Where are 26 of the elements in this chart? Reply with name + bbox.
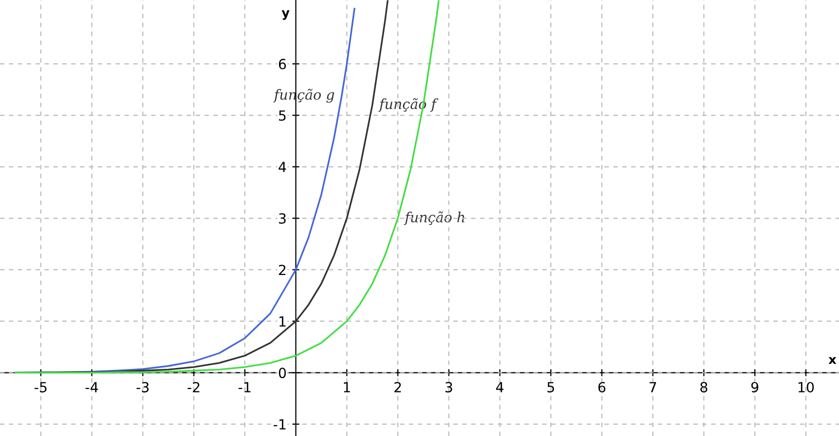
y-tick-label: 0 (278, 368, 286, 378)
x-axis-title: x (828, 357, 836, 364)
y-axis-title: y (282, 10, 290, 20)
annotation: função h (404, 211, 464, 226)
y-tick-label: 2 (278, 264, 286, 276)
x-tick-label: 8 (700, 382, 708, 392)
x-tick-label: -3 (136, 382, 149, 392)
y-tick-label: 1 (279, 316, 286, 326)
x-tick-label: 3 (445, 382, 452, 392)
y-tick-label: -1 (274, 419, 286, 430)
x-tick-label: 7 (650, 382, 656, 392)
x-tick-label: 6 (598, 382, 606, 392)
x-tick-label: 9 (751, 382, 758, 392)
x-tick-label: 1 (344, 382, 350, 392)
x-tick-label: 5 (547, 382, 554, 392)
x-tick-label: -5 (34, 382, 47, 392)
y-tick-label: 4 (278, 162, 286, 172)
y-tick-label: 5 (279, 110, 286, 121)
y-tick-label: 3 (279, 213, 286, 224)
y-tick-label: 6 (278, 58, 286, 70)
x-tick-label: -4 (86, 382, 98, 392)
x-tick-label: -2 (188, 382, 200, 392)
x-tick-label: -1 (238, 382, 250, 392)
x-tick-label: 4 (496, 382, 504, 392)
x-tick-label: 10 (798, 382, 814, 392)
x-tick-label: 2 (394, 382, 401, 392)
